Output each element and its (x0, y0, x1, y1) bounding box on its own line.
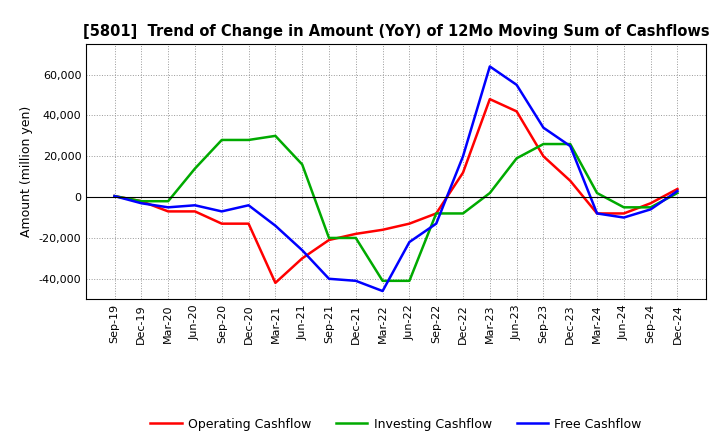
Investing Cashflow (513, 156, 521, 161)
Investing Cashflow (244, 137, 253, 143)
Operating Cashflow (459, 170, 467, 175)
Investing Cashflow (191, 166, 199, 171)
Investing Cashflow (351, 235, 360, 241)
Operating Cashflow (673, 186, 682, 191)
Free Cashflow (432, 221, 441, 226)
Title: [5801]  Trend of Change in Amount (YoY) of 12Mo Moving Sum of Cashflows: [5801] Trend of Change in Amount (YoY) o… (83, 24, 709, 39)
Operating Cashflow (647, 201, 655, 206)
Free Cashflow (619, 215, 628, 220)
Legend: Operating Cashflow, Investing Cashflow, Free Cashflow: Operating Cashflow, Investing Cashflow, … (145, 413, 647, 436)
Free Cashflow (378, 288, 387, 293)
Investing Cashflow (593, 191, 601, 196)
Free Cashflow (164, 205, 173, 210)
Investing Cashflow (539, 141, 548, 147)
Operating Cashflow (619, 211, 628, 216)
Operating Cashflow (513, 109, 521, 114)
Line: Investing Cashflow: Investing Cashflow (114, 136, 678, 281)
Free Cashflow (593, 211, 601, 216)
Line: Free Cashflow: Free Cashflow (114, 66, 678, 291)
Free Cashflow (351, 278, 360, 283)
Investing Cashflow (378, 278, 387, 283)
Operating Cashflow (405, 221, 414, 226)
Free Cashflow (485, 64, 494, 69)
Investing Cashflow (405, 278, 414, 283)
Free Cashflow (513, 82, 521, 88)
Operating Cashflow (271, 280, 279, 286)
Investing Cashflow (325, 235, 333, 241)
Investing Cashflow (485, 191, 494, 196)
Investing Cashflow (459, 211, 467, 216)
Free Cashflow (405, 239, 414, 245)
Operating Cashflow (351, 231, 360, 237)
Investing Cashflow (619, 205, 628, 210)
Free Cashflow (137, 201, 145, 206)
Y-axis label: Amount (million yen): Amount (million yen) (20, 106, 33, 237)
Investing Cashflow (298, 162, 307, 167)
Free Cashflow (244, 203, 253, 208)
Investing Cashflow (673, 191, 682, 196)
Investing Cashflow (271, 133, 279, 139)
Operating Cashflow (432, 211, 441, 216)
Investing Cashflow (217, 137, 226, 143)
Investing Cashflow (432, 211, 441, 216)
Operating Cashflow (164, 209, 173, 214)
Operating Cashflow (110, 194, 119, 199)
Operating Cashflow (566, 178, 575, 183)
Operating Cashflow (217, 221, 226, 226)
Free Cashflow (325, 276, 333, 282)
Free Cashflow (647, 207, 655, 212)
Free Cashflow (459, 154, 467, 159)
Line: Operating Cashflow: Operating Cashflow (114, 99, 678, 283)
Investing Cashflow (110, 194, 119, 199)
Investing Cashflow (137, 198, 145, 204)
Free Cashflow (191, 203, 199, 208)
Investing Cashflow (164, 198, 173, 204)
Operating Cashflow (191, 209, 199, 214)
Operating Cashflow (244, 221, 253, 226)
Operating Cashflow (378, 227, 387, 232)
Free Cashflow (566, 143, 575, 149)
Operating Cashflow (593, 211, 601, 216)
Investing Cashflow (647, 205, 655, 210)
Operating Cashflow (137, 198, 145, 204)
Free Cashflow (110, 194, 119, 199)
Free Cashflow (539, 125, 548, 130)
Free Cashflow (217, 209, 226, 214)
Operating Cashflow (298, 256, 307, 261)
Operating Cashflow (485, 96, 494, 102)
Operating Cashflow (325, 237, 333, 242)
Free Cashflow (271, 223, 279, 228)
Operating Cashflow (539, 154, 548, 159)
Free Cashflow (673, 188, 682, 194)
Free Cashflow (298, 248, 307, 253)
Investing Cashflow (566, 141, 575, 147)
